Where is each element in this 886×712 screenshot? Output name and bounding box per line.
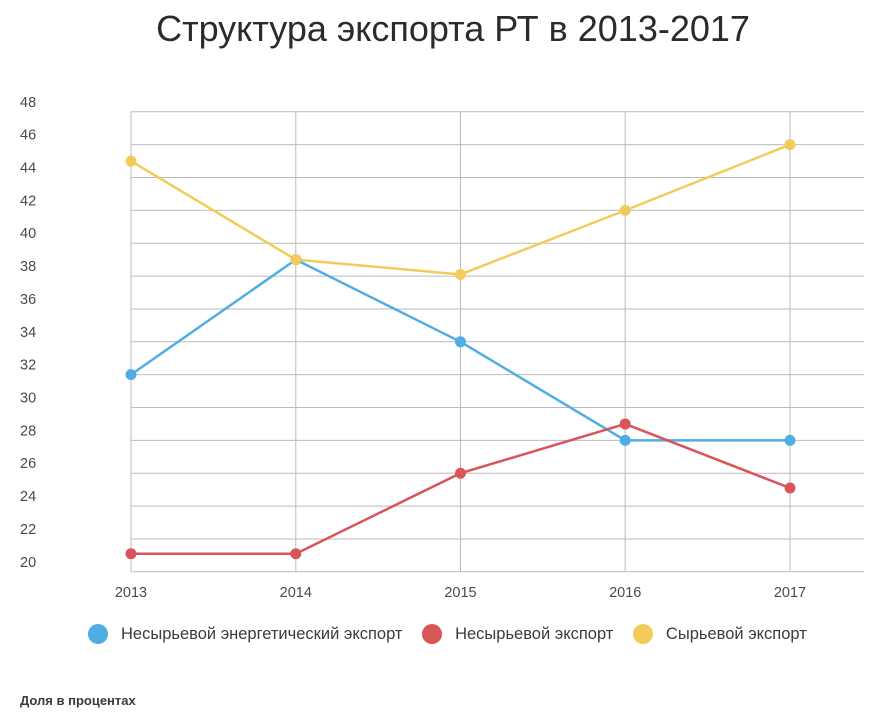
svg-text:2013: 2013 bbox=[115, 585, 147, 601]
svg-text:34: 34 bbox=[20, 325, 36, 341]
svg-text:2016: 2016 bbox=[609, 585, 641, 601]
svg-text:40: 40 bbox=[20, 226, 36, 242]
svg-text:36: 36 bbox=[20, 292, 36, 308]
svg-text:26: 26 bbox=[20, 456, 36, 472]
svg-text:42: 42 bbox=[20, 193, 36, 209]
svg-text:2014: 2014 bbox=[280, 585, 312, 601]
svg-text:46: 46 bbox=[20, 128, 36, 144]
svg-text:38: 38 bbox=[20, 259, 36, 275]
svg-text:20: 20 bbox=[20, 555, 36, 571]
svg-text:48: 48 bbox=[20, 95, 36, 111]
svg-text:24: 24 bbox=[20, 489, 36, 505]
svg-text:44: 44 bbox=[20, 161, 36, 177]
svg-text:28: 28 bbox=[20, 423, 36, 439]
svg-text:22: 22 bbox=[20, 522, 36, 538]
svg-text:2017: 2017 bbox=[774, 585, 806, 601]
svg-text:32: 32 bbox=[20, 358, 36, 374]
svg-text:2015: 2015 bbox=[444, 585, 476, 601]
svg-text:30: 30 bbox=[20, 391, 36, 407]
